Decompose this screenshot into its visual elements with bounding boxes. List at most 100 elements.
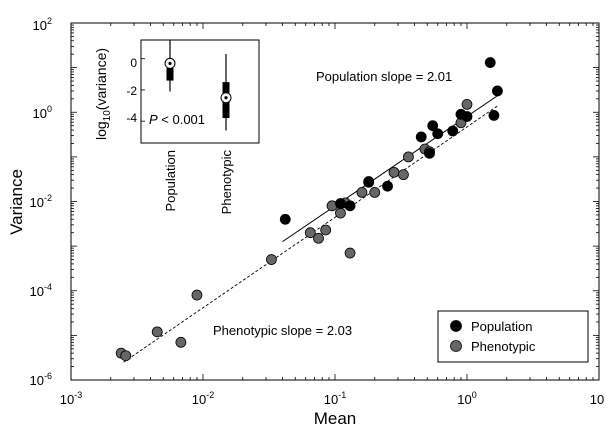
svg-text:100: 100 [457,390,476,407]
legend-marker-phenotypic [450,340,462,352]
inset-category-population: Population [163,150,178,211]
data-point-population [461,111,473,122]
data-point-phenotypic [320,224,332,236]
inset-median-dot-phenotypic [224,96,228,100]
data-point-phenotypic [304,227,316,239]
svg-text:10-2: 10-2 [192,390,214,407]
data-point-phenotypic [151,326,163,338]
data-point-phenotypic [191,289,203,301]
y-tick-label: 10-6 [30,371,52,388]
x-tick-base: 10 [324,392,338,407]
inset-category-phenotypic: Phenotypic [219,150,234,215]
data-point-population [279,213,291,225]
data-point-population [427,120,439,132]
inset-median-dot-population [168,61,172,66]
data-point-population [424,147,435,159]
svg-text:10-1: 10-1 [324,390,346,407]
x-tick-exp: -2 [206,390,214,400]
axis-ticks [70,23,599,381]
data-point-population [382,180,393,192]
inset-y-label-suffix: (variance) [93,48,109,110]
data-point-population [363,176,375,188]
data-point-phenotypic [175,336,187,348]
y-tick-label: 102 [33,16,52,33]
x-tick-exp: -1 [338,390,346,400]
inset-p-rest: < 0.001 [158,112,205,127]
y-tick-exp: -2 [44,193,52,203]
inset-p-italic: P [149,112,158,127]
x-tick-base: 10 [590,392,604,407]
data-point-phenotypic [120,350,132,362]
data-point-phenotypic [403,151,414,163]
inset-p-value: P < 0.001 [149,112,205,127]
data-point-phenotypic [344,247,356,259]
x-tick-base: 10 [60,392,74,407]
svg-text:10-4: 10-4 [30,282,52,299]
data-point-population [492,85,503,97]
data-point-population [447,125,459,137]
x-axis-label: Mean [314,409,357,428]
svg-text:100: 100 [33,104,52,121]
data-point-phenotypic [356,186,368,198]
data-point-phenotypic [461,98,473,110]
y-tick-exp: -6 [44,371,52,381]
population-slope-annotation: Population slope = 2.01 [316,69,452,84]
svg-text:10-3: 10-3 [60,390,82,407]
svg-text:10-6: 10-6 [30,371,52,388]
data-point-population [344,200,356,212]
inset-y-tick-label: 0 [130,56,137,70]
svg-text:10: 10 [590,392,604,407]
data-point-population [484,57,496,68]
data-point-population [415,131,427,143]
x-tick-label: 10-3 [60,390,82,407]
inset-box-population [166,68,174,81]
data-point-phenotypic [398,169,409,181]
y-tick-base: 10 [33,18,47,33]
phenotypic-slope-annotation: Phenotypic slope = 2.03 [213,323,352,338]
inset-y-label: log10(variance) [93,48,113,140]
data-point-population [488,109,500,121]
x-tick-label: 10-2 [192,390,214,407]
x-tick-base: 10 [457,392,471,407]
x-tick-label: 100 [457,390,476,407]
x-tick-label: 10 [590,392,604,407]
y-tick-label: 100 [33,104,52,121]
data-point-phenotypic [335,207,346,219]
data-point-phenotypic [388,166,400,178]
legend-box [437,310,589,363]
y-tick-exp: -4 [44,282,52,292]
data-point-phenotypic [266,254,277,265]
legend-label-population: Population [471,319,532,334]
inset-frame [140,39,260,144]
inset-y-tick-label: -4 [126,111,137,125]
y-tick-label: 10-4 [30,282,52,299]
svg-text:10-2: 10-2 [30,193,52,210]
svg-text:102: 102 [33,16,52,33]
x-tick-label: 10-1 [324,390,346,407]
inset-y-label-prefix: log [93,121,109,140]
y-tick-base: 10 [30,195,44,210]
y-tick-base: 10 [33,106,47,121]
inset-y-ticks [141,58,145,122]
legend-label-phenotypic: Phenotypic [471,339,536,354]
data-point-phenotypic [313,232,324,244]
inset-chart: log10(variance) 0 -2 -4 P < 0.001 Popula… [93,39,260,215]
x-tick-base: 10 [192,392,206,407]
inset-boxes [164,40,232,131]
y-axis-label: Variance [7,169,26,235]
legend-marker-population [450,320,462,332]
y-tick-exp: 2 [47,16,52,26]
legend: Population Phenotypic [437,310,589,363]
y-tick-label: 10-2 [30,193,52,210]
y-tick-exp: 0 [47,104,52,114]
x-tick-exp: -3 [74,390,82,400]
inset-y-label-sub: 10 [102,110,113,122]
data-point-population [335,198,346,209]
inset-y-tick-label: -2 [126,84,137,98]
data-points [115,57,503,362]
x-tick-exp: 0 [472,390,477,400]
y-tick-base: 10 [30,373,44,388]
data-point-phenotypic [369,186,381,198]
data-point-population [432,128,444,140]
